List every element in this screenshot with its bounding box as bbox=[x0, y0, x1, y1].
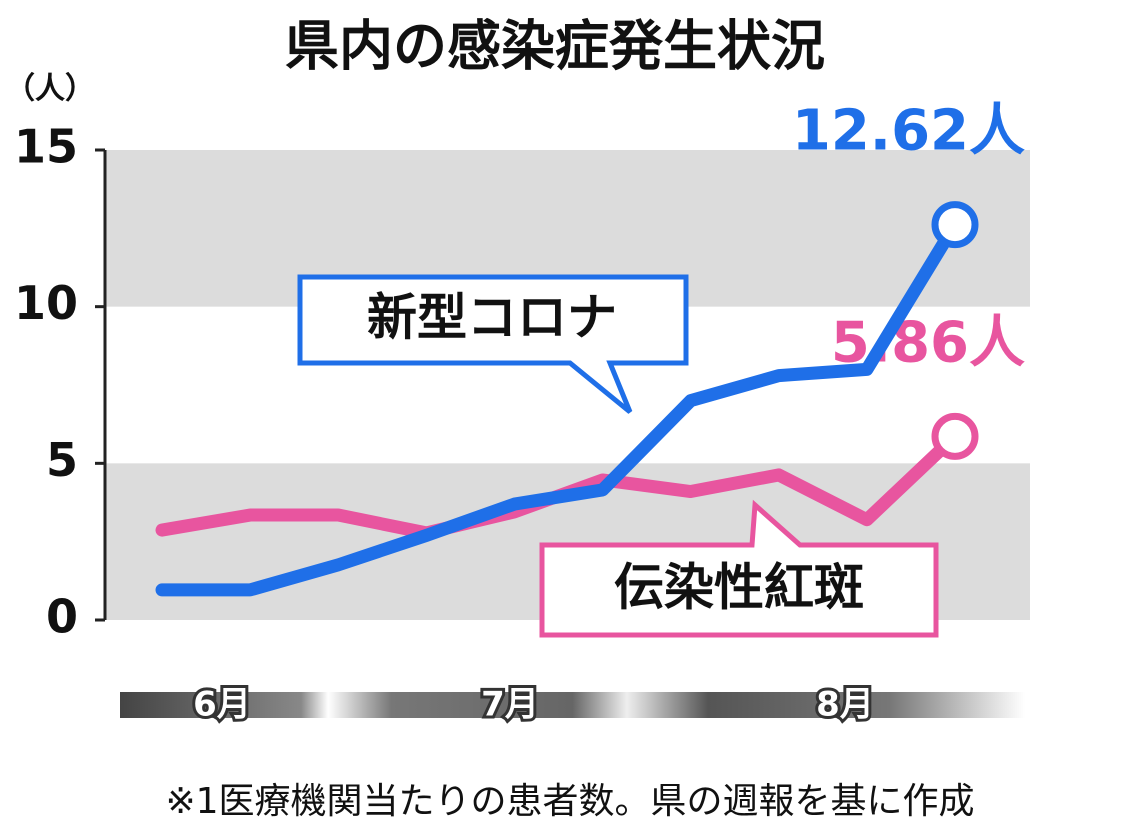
callout-box bbox=[297, 274, 689, 414]
y-tick-label: 15 bbox=[14, 120, 78, 174]
chart-title: 県内の感染症発生状況 bbox=[285, 15, 825, 78]
month-bar bbox=[120, 692, 1025, 718]
x-tick-label: 7月 bbox=[481, 685, 539, 725]
y-tick-label: 5 bbox=[46, 433, 78, 487]
end-point bbox=[931, 201, 979, 249]
y-tick-label: 0 bbox=[46, 590, 78, 644]
callout-box bbox=[539, 499, 939, 638]
y-unit: （人） bbox=[5, 72, 95, 107]
value-label: 12.62人 bbox=[792, 99, 1025, 164]
note: ※1医療機関当たりの患者数。県の週報を基に作成 bbox=[165, 781, 974, 822]
legend-label: 新型コロナ bbox=[367, 289, 617, 347]
y-tick-label: 10 bbox=[14, 276, 78, 330]
x-tick-label: 6月 bbox=[193, 685, 251, 725]
x-tick-label: 8月 bbox=[816, 685, 874, 725]
series-line bbox=[155, 218, 962, 597]
legend-label: 伝染性紅斑 bbox=[614, 559, 864, 617]
end-point bbox=[931, 412, 979, 460]
